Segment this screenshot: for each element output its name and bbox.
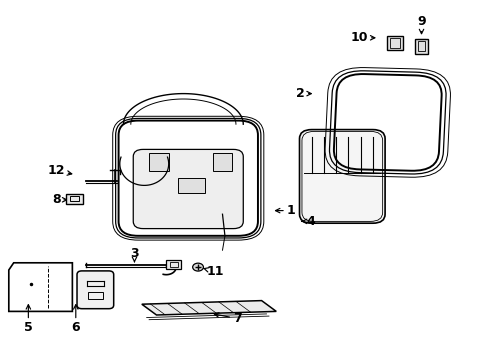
- Bar: [178, 178, 205, 193]
- Text: 11: 11: [203, 265, 224, 278]
- Bar: [169, 262, 177, 267]
- Text: 3: 3: [130, 247, 139, 262]
- Bar: [70, 196, 79, 201]
- Text: 10: 10: [350, 31, 374, 44]
- Text: 2: 2: [296, 87, 311, 100]
- Text: 1: 1: [275, 204, 295, 217]
- Bar: [65, 194, 82, 204]
- Text: 5: 5: [24, 305, 33, 334]
- Bar: [212, 153, 232, 171]
- Bar: [414, 39, 427, 54]
- Text: 9: 9: [416, 15, 425, 34]
- Text: 7: 7: [214, 312, 241, 325]
- FancyBboxPatch shape: [299, 130, 384, 223]
- Bar: [389, 38, 399, 48]
- Text: 12: 12: [47, 165, 72, 177]
- Bar: [386, 36, 402, 50]
- Bar: [88, 292, 102, 299]
- Text: 8: 8: [52, 193, 67, 206]
- Text: 4: 4: [302, 215, 314, 228]
- Bar: [166, 260, 181, 269]
- Text: 6: 6: [71, 305, 80, 334]
- Circle shape: [192, 263, 203, 271]
- Bar: [149, 153, 168, 171]
- FancyBboxPatch shape: [77, 271, 113, 309]
- Bar: [417, 41, 425, 51]
- Polygon shape: [142, 301, 276, 315]
- FancyBboxPatch shape: [133, 149, 243, 229]
